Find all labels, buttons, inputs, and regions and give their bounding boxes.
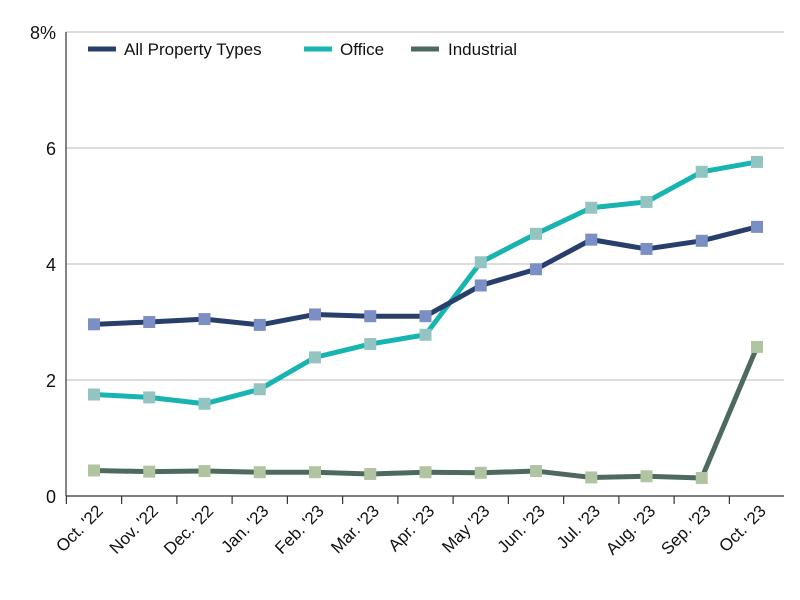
data-point: [585, 233, 598, 246]
data-point: [640, 195, 653, 208]
data-point: [474, 466, 487, 479]
data-point: [474, 279, 487, 292]
data-point: [751, 220, 763, 233]
data-point: [585, 201, 598, 214]
data-point: [751, 155, 763, 168]
data-point: [253, 318, 266, 331]
data-point: [143, 316, 156, 328]
data-point: [309, 308, 321, 321]
data-point: [143, 391, 156, 404]
y-tick-label: 4: [46, 255, 56, 275]
x-tick-label: Dec. '22: [160, 501, 217, 558]
legend-label: Office: [340, 40, 384, 59]
x-tick-label: Jan. '23: [217, 501, 272, 556]
data-point: [198, 465, 211, 478]
x-tick-label: Oct. '23: [715, 501, 769, 555]
data-point: [88, 388, 100, 401]
x-tick-label: Mar. '23: [327, 501, 383, 557]
data-point: [364, 467, 377, 480]
data-point: [640, 242, 653, 255]
axes: [65, 32, 784, 504]
data-point: [530, 465, 542, 478]
y-tick-label: 8%: [30, 23, 56, 43]
series-line-1: [91, 159, 760, 407]
x-tick-label: Nov. '22: [106, 501, 162, 557]
data-point: [419, 328, 432, 341]
data-point: [474, 256, 487, 269]
data-point: [309, 351, 321, 364]
x-tick-label: Feb. '23: [271, 501, 328, 558]
data-point: [253, 466, 266, 479]
data-point: [198, 397, 211, 410]
data-point: [640, 470, 653, 483]
data-point: [364, 310, 377, 323]
x-tick-label: Jul. '23: [553, 501, 604, 552]
x-tick-label: Jun. '23: [494, 501, 549, 556]
x-tick-label: Aug. '23: [602, 501, 659, 558]
data-point: [751, 340, 763, 353]
y-tick-label: 6: [46, 139, 56, 159]
data-point: [88, 464, 100, 477]
data-point: [88, 318, 100, 331]
y-axis-tick-labels: 0 2 4 6 8%: [30, 23, 56, 507]
y-tick-label: 0: [46, 487, 56, 507]
legend-label: Industrial: [448, 40, 517, 59]
series-line-2: [91, 344, 760, 481]
x-tick-label: Oct. '22: [52, 501, 106, 555]
series-lines: [88, 155, 763, 485]
data-point: [695, 472, 708, 485]
data-point: [253, 383, 266, 396]
data-point: [585, 471, 598, 484]
x-tick-label: Apr. '23: [384, 501, 438, 555]
x-tick-label: Sep. '23: [657, 501, 714, 558]
data-point: [695, 165, 708, 178]
data-point: [419, 310, 432, 323]
data-point: [695, 234, 708, 247]
data-point: [309, 466, 321, 479]
legend: All Property Types Office Industrial: [88, 40, 517, 59]
data-point: [419, 466, 432, 479]
y-tick-label: 2: [46, 371, 56, 391]
data-point: [530, 227, 542, 240]
x-tick-label: May '23: [438, 501, 493, 556]
data-point: [530, 263, 542, 276]
data-point: [198, 313, 211, 326]
gridlines: [66, 31, 784, 381]
legend-label: All Property Types: [124, 40, 262, 59]
data-point: [364, 338, 377, 351]
series-line-0: [91, 224, 760, 328]
data-point: [143, 465, 156, 478]
